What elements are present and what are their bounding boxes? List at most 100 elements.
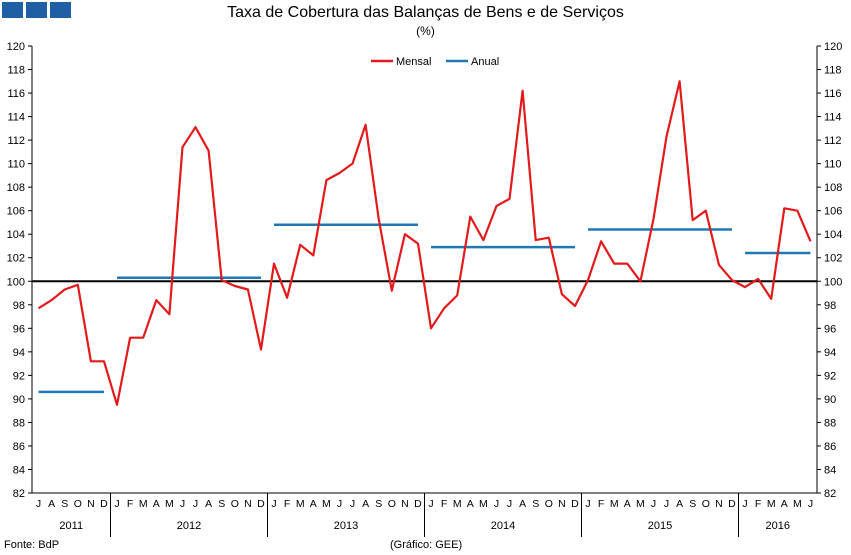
y-tick-label-left: 98 (13, 300, 25, 312)
y-tick-label-left: 100 (7, 276, 25, 288)
y-tick-label-left: 84 (13, 464, 25, 476)
y-tick-label-right: 88 (824, 417, 836, 429)
x-tick-label-month: N (558, 498, 566, 510)
x-tick-label-month: A (624, 498, 631, 510)
x-tick-label-month: N (715, 498, 723, 510)
y-tick-label-left: 94 (13, 347, 25, 359)
legend-label-anual: Anual (471, 56, 499, 68)
x-tick-label-month: D (571, 498, 579, 510)
y-tick-label-left: 96 (13, 323, 25, 335)
logo-block (50, 2, 71, 18)
x-tick-label-month: A (362, 498, 369, 510)
x-tick-label-month: M (610, 498, 619, 510)
x-tick-label-month: D (100, 498, 108, 510)
x-tick-label-month: F (755, 498, 761, 510)
x-tick-label-month: O (702, 498, 710, 510)
y-tick-label-right: 118 (824, 65, 842, 77)
x-tick-label-month: J (742, 498, 747, 510)
y-tick-label-right: 96 (824, 323, 836, 335)
y-tick-label-left: 118 (7, 65, 25, 77)
y-tick-label-left: 110 (7, 159, 25, 171)
x-tick-label-month: J (651, 498, 656, 510)
x-tick-label-month: N (244, 498, 252, 510)
y-tick-label-right: 116 (824, 88, 842, 100)
x-tick-label-month: S (218, 498, 225, 510)
y-tick-label-left: 102 (7, 253, 25, 265)
x-tick-label-month: D (414, 498, 422, 510)
x-tick-label-month: J (337, 498, 342, 510)
x-tick-label-month: J (271, 498, 276, 510)
y-tick-label-right: 104 (824, 229, 842, 241)
x-tick-label-month: M (139, 498, 148, 510)
x-tick-label-month: S (532, 498, 539, 510)
x-tick-label-month: M (453, 498, 462, 510)
legend-label-mensal: Mensal (396, 56, 431, 68)
x-tick-label-month: M (322, 498, 331, 510)
y-tick-label-left: 104 (7, 229, 25, 241)
y-tick-label-left: 108 (7, 182, 25, 194)
y-tick-label-right: 84 (824, 464, 836, 476)
x-tick-label-month: N (87, 498, 95, 510)
x-tick-label-month: M (296, 498, 305, 510)
y-tick-label-left: 88 (13, 417, 25, 429)
x-tick-label-month: O (388, 498, 396, 510)
y-tick-label-right: 110 (824, 159, 842, 171)
x-tick-label-month: O (231, 498, 239, 510)
x-tick-label-year: 2013 (334, 520, 358, 532)
x-tick-label-month: N (401, 498, 409, 510)
x-tick-label-month: F (441, 498, 447, 510)
x-tick-label-year: 2016 (766, 520, 790, 532)
x-tick-label-year: 2012 (177, 520, 201, 532)
x-tick-label-month: J (180, 498, 185, 510)
y-tick-label-right: 112 (824, 135, 842, 147)
x-tick-label-month: S (375, 498, 382, 510)
x-tick-label-month: J (193, 498, 198, 510)
credit-note: (Gráfico: GEE) (390, 539, 463, 551)
chart-subtitle: (%) (416, 24, 435, 38)
y-tick-label-left: 82 (13, 488, 25, 500)
x-tick-label-month: J (350, 498, 355, 510)
x-tick-label-month: A (519, 498, 526, 510)
chart-title: Taxa de Cobertura das Balanças de Bens e… (227, 4, 624, 21)
x-tick-label-month: J (494, 498, 499, 510)
y-tick-label-right: 108 (824, 182, 842, 194)
x-tick-label-month: M (479, 498, 488, 510)
y-tick-label-right: 114 (824, 112, 842, 124)
x-tick-label-month: A (310, 498, 317, 510)
x-tick-label-month: M (636, 498, 645, 510)
x-tick-label-month: M (767, 498, 776, 510)
y-tick-label-right: 92 (824, 370, 836, 382)
logo-block (2, 2, 23, 18)
x-tick-label-month: O (545, 498, 553, 510)
x-tick-label-month: M (165, 498, 174, 510)
x-tick-label-year: 2011 (59, 520, 83, 532)
y-tick-label-right: 82 (824, 488, 836, 500)
x-tick-label-month: D (728, 498, 736, 510)
x-tick-label-month: J (585, 498, 590, 510)
y-tick-label-left: 92 (13, 370, 25, 382)
x-tick-label-month: A (153, 498, 160, 510)
y-tick-label-left: 112 (7, 135, 25, 147)
x-tick-label-month: F (598, 498, 604, 510)
y-tick-label-right: 98 (824, 300, 836, 312)
mensal-series-line (37, 80, 812, 406)
y-tick-label-right: 120 (824, 41, 842, 53)
y-tick-label-right: 94 (824, 347, 836, 359)
gee-logo (2, 2, 71, 18)
y-tick-label-left: 90 (13, 394, 25, 406)
x-tick-label-month: A (781, 498, 788, 510)
x-tick-label-month: O (74, 498, 82, 510)
x-tick-label-month: A (48, 498, 55, 510)
logo-block (26, 2, 47, 18)
x-tick-label-month: J (664, 498, 669, 510)
x-tick-label-month: A (467, 498, 474, 510)
y-tick-label-right: 106 (824, 206, 842, 218)
x-tick-label-month: F (284, 498, 290, 510)
y-tick-label-right: 102 (824, 253, 842, 265)
x-tick-label-year: 2014 (491, 520, 515, 532)
x-tick-label-month: J (114, 498, 119, 510)
y-tick-label-left: 106 (7, 206, 25, 218)
x-tick-label-month: F (127, 498, 133, 510)
y-tick-label-left: 86 (13, 441, 25, 453)
